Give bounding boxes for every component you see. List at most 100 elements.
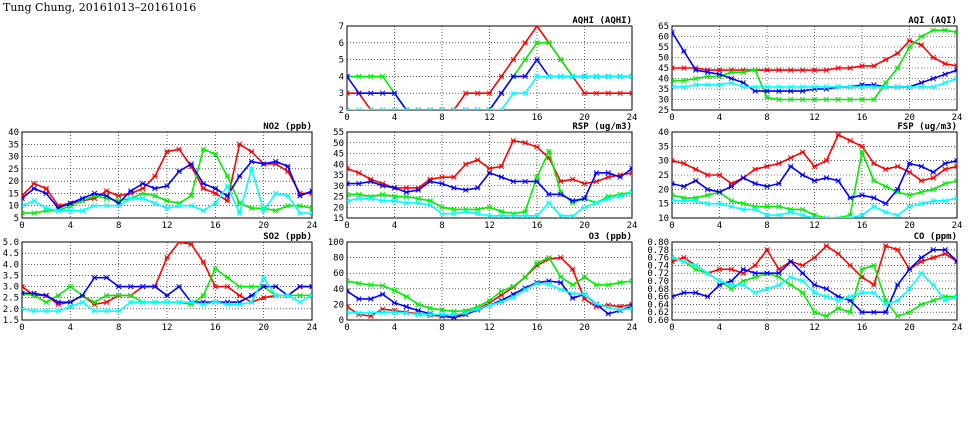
data-point bbox=[776, 160, 782, 167]
data-point bbox=[776, 282, 782, 288]
data-point bbox=[918, 163, 925, 170]
data-point bbox=[224, 183, 231, 189]
data-point bbox=[942, 71, 948, 78]
plot-frame bbox=[21, 241, 313, 321]
data-point bbox=[581, 204, 588, 211]
x-tick-label: 12 bbox=[162, 323, 173, 333]
data-point bbox=[31, 198, 37, 204]
data-point bbox=[704, 192, 711, 198]
data-point bbox=[451, 206, 457, 213]
data-point bbox=[882, 84, 889, 90]
x-tick-label: 8 bbox=[116, 323, 121, 333]
data-point bbox=[799, 278, 806, 284]
data-point bbox=[498, 288, 505, 294]
data-point bbox=[728, 282, 735, 288]
y-tick-label: 35 bbox=[658, 142, 669, 152]
y-tick-label: 7 bbox=[339, 22, 344, 32]
data-point bbox=[486, 107, 493, 110]
y-tick-label: 0 bbox=[339, 316, 344, 326]
data-point bbox=[356, 195, 362, 202]
data-point bbox=[593, 300, 600, 307]
data-point bbox=[954, 75, 957, 82]
data-point bbox=[200, 259, 207, 265]
data-point bbox=[462, 187, 469, 193]
data-point bbox=[79, 207, 86, 214]
data-point bbox=[605, 195, 612, 202]
data-point bbox=[285, 193, 291, 199]
data-point bbox=[403, 293, 410, 300]
y-tick-label: 45 bbox=[658, 64, 669, 74]
data-point bbox=[55, 207, 62, 214]
data-point bbox=[764, 67, 770, 73]
data-point bbox=[942, 79, 948, 86]
y-tick-label: 0.80 bbox=[647, 238, 669, 248]
data-point bbox=[356, 73, 362, 80]
data-point bbox=[871, 96, 877, 103]
data-point bbox=[906, 169, 913, 175]
chart-title: SO2 (ppb) bbox=[263, 232, 312, 242]
data-point bbox=[942, 27, 948, 33]
data-point bbox=[569, 73, 576, 80]
data-point bbox=[823, 286, 830, 292]
data-point bbox=[79, 299, 86, 305]
data-point bbox=[188, 193, 194, 199]
data-point bbox=[103, 292, 110, 299]
y-tick-label: 0.78 bbox=[647, 246, 669, 256]
data-point bbox=[260, 274, 267, 281]
data-point bbox=[347, 198, 350, 204]
data-point bbox=[140, 283, 146, 290]
data-point bbox=[557, 279, 564, 286]
data-point bbox=[835, 250, 842, 257]
x-tick-label: 12 bbox=[162, 221, 173, 231]
x-tick-label: 24 bbox=[307, 221, 318, 231]
data-point bbox=[391, 185, 398, 191]
y-tick-label: 25 bbox=[8, 165, 19, 175]
data-point bbox=[847, 309, 853, 315]
series-green bbox=[672, 149, 957, 218]
data-point bbox=[752, 67, 758, 73]
data-point bbox=[835, 84, 842, 90]
data-point bbox=[451, 185, 457, 191]
data-point bbox=[847, 293, 853, 300]
y-tick-label: 0.70 bbox=[647, 277, 669, 287]
data-point bbox=[546, 148, 552, 155]
chart-fsp: 0 4 8 12 16 20 24 10 15 20 25 30 35 40 FSP (ug/m3) bbox=[658, 122, 962, 231]
data-point bbox=[31, 210, 37, 216]
data-point bbox=[581, 296, 588, 302]
data-point bbox=[776, 270, 782, 276]
data-point bbox=[581, 291, 588, 298]
chart-co: 0 4 8 12 16 20 240.600.620.640.660.680.700.720… bbox=[647, 232, 962, 333]
data-point bbox=[672, 293, 675, 300]
data-point bbox=[356, 90, 362, 96]
x-tick-label: 4 bbox=[68, 323, 73, 333]
data-point bbox=[894, 247, 901, 253]
x-tick-label: 0 bbox=[19, 221, 24, 231]
data-point bbox=[681, 77, 687, 84]
data-point bbox=[787, 163, 794, 170]
data-point bbox=[672, 180, 675, 187]
data-point bbox=[224, 193, 231, 199]
data-point bbox=[176, 283, 182, 290]
data-point bbox=[164, 299, 170, 305]
data-point bbox=[629, 278, 632, 284]
data-point bbox=[55, 308, 62, 314]
data-point bbox=[764, 286, 770, 292]
data-point bbox=[297, 299, 303, 305]
data-point bbox=[498, 213, 505, 218]
data-point bbox=[367, 310, 374, 316]
data-point bbox=[534, 144, 540, 150]
data-point bbox=[894, 65, 901, 71]
data-point bbox=[557, 213, 564, 218]
data-point bbox=[799, 206, 806, 213]
data-point bbox=[546, 73, 552, 80]
data-point bbox=[403, 303, 410, 310]
y-tick-label: 25 bbox=[658, 171, 669, 181]
data-point bbox=[629, 165, 632, 172]
data-point bbox=[248, 166, 255, 172]
data-point bbox=[164, 205, 170, 211]
data-point bbox=[498, 174, 505, 180]
series-cyan bbox=[22, 274, 312, 314]
data-point bbox=[379, 90, 386, 96]
data-point bbox=[882, 301, 889, 308]
data-point bbox=[546, 40, 552, 46]
